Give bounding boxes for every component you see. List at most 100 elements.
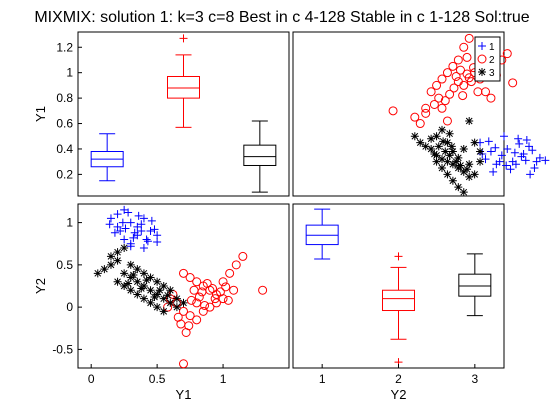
- x-tick-label: 0: [88, 372, 95, 386]
- legend-label: 2: [489, 55, 495, 66]
- asterisk-glyph: [446, 130, 454, 138]
- data-point: [439, 137, 447, 145]
- asterisk-glyph: [427, 135, 435, 143]
- asterisk-glyph: [143, 276, 151, 284]
- y-tick-label: 1: [66, 66, 73, 80]
- data-point: [107, 252, 115, 260]
- asterisk-glyph: [94, 269, 102, 277]
- data-point: [448, 142, 456, 150]
- data-point: [153, 303, 161, 311]
- x-tick-label: 0.5: [149, 372, 166, 386]
- data-point: [129, 271, 137, 279]
- x-tick-label: 1: [319, 372, 326, 386]
- figure-title: MIXMIX: solution 1: k=3 c=8 Best in c 4-…: [34, 9, 529, 26]
- data-point: [411, 132, 419, 140]
- data-point: [465, 117, 473, 125]
- asterisk-glyph: [465, 117, 473, 125]
- plus-glyph: [511, 149, 519, 157]
- asterisk-glyph: [460, 188, 468, 196]
- data-point: [433, 158, 441, 166]
- data-point: [140, 295, 148, 303]
- data-point: [460, 145, 468, 153]
- legend-marker: [478, 68, 486, 76]
- y-tick-label: 0.6: [56, 117, 73, 131]
- asterisk-glyph: [114, 248, 122, 256]
- data-point: [530, 164, 538, 172]
- asterisk-glyph: [438, 126, 446, 134]
- asterisk-glyph: [120, 269, 128, 277]
- data-point: [443, 170, 451, 178]
- legend-box: [475, 37, 500, 81]
- asterisk-glyph: [114, 257, 122, 265]
- asterisk-glyph: [433, 158, 441, 166]
- asterisk-glyph: [463, 165, 471, 173]
- data-point: [476, 158, 484, 166]
- asterisk-glyph: [180, 299, 188, 307]
- asterisk-glyph: [156, 286, 164, 294]
- plus-glyph: [514, 135, 522, 143]
- asterisk-glyph: [124, 279, 132, 287]
- data-point: [153, 278, 161, 286]
- asterisk-glyph: [430, 150, 438, 158]
- data-point: [114, 278, 122, 286]
- asterisk-glyph: [100, 265, 108, 273]
- data-point: [164, 291, 172, 299]
- legend-label: 3: [489, 68, 495, 79]
- y-tick-label: 0.5: [56, 258, 73, 272]
- data-point: [100, 265, 108, 273]
- data-point: [133, 290, 141, 298]
- asterisk-glyph: [150, 293, 158, 301]
- y-axis-label: Y1: [33, 106, 48, 122]
- asterisk-glyph: [153, 303, 161, 311]
- data-point: [438, 164, 446, 172]
- asterisk-glyph: [133, 290, 141, 298]
- data-point: [471, 139, 479, 147]
- panel-bottom-right: 1 2 3Y2: [293, 204, 504, 402]
- panel-top-left: 0.2 0.4 0.6 0.8 1 1.2 Y1: [33, 32, 289, 196]
- asterisk-glyph: [133, 265, 141, 273]
- x-axis-label: Y2: [391, 387, 407, 402]
- asterisk-glyph: [471, 170, 479, 178]
- data-point: [476, 148, 484, 156]
- data-point: [416, 139, 424, 147]
- y-tick-label: 0: [66, 300, 73, 314]
- x-tick-label: 3: [471, 372, 478, 386]
- asterisk-glyph: [137, 285, 145, 293]
- asterisk-glyph: [114, 278, 122, 286]
- data-point: [522, 156, 530, 164]
- asterisk-glyph: [107, 252, 115, 260]
- data-point: [120, 269, 128, 277]
- plus-glyph: [523, 136, 531, 144]
- data-point: [143, 276, 151, 284]
- data-point: [511, 149, 519, 157]
- data-point: [147, 299, 155, 307]
- asterisk-glyph: [476, 158, 484, 166]
- data-point: [435, 142, 443, 150]
- data-point: [430, 150, 438, 158]
- data-point: [114, 248, 122, 256]
- data-point: [460, 188, 468, 196]
- data-point: [156, 286, 164, 294]
- panel-bottom-left: 0 0.5 1-0.500.51Y2Y1: [33, 204, 289, 402]
- plus-glyph: [507, 165, 515, 173]
- asterisk-glyph: [164, 291, 172, 299]
- data-point: [133, 278, 141, 286]
- asterisk-glyph: [456, 161, 464, 169]
- data-point: [471, 170, 479, 178]
- data-point: [514, 135, 522, 143]
- data-point: [173, 303, 181, 311]
- asterisk-glyph: [153, 278, 161, 286]
- plus-glyph: [522, 156, 530, 164]
- y-tick-label: 0.4: [56, 142, 73, 156]
- data-point: [446, 130, 454, 138]
- asterisk-glyph: [411, 132, 419, 140]
- y-tick-label: -0.5: [52, 342, 73, 356]
- data-point: [120, 244, 128, 252]
- asterisk-glyph: [478, 68, 486, 76]
- y-axis-label: Y2: [33, 278, 48, 294]
- asterisk-glyph: [471, 139, 479, 147]
- data-point: [137, 285, 145, 293]
- data-point: [509, 79, 517, 87]
- plus-glyph: [530, 164, 538, 172]
